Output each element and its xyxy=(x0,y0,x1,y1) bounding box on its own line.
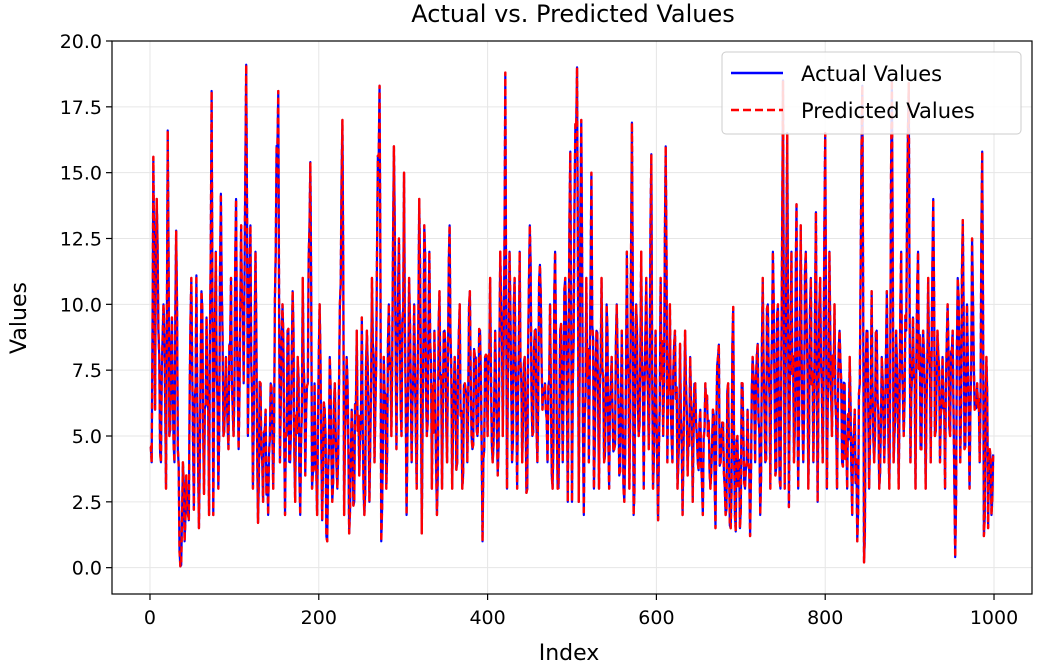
x-tick-label: 800 xyxy=(807,607,843,629)
legend: Actual Values Predicted Values xyxy=(721,51,1022,135)
series-line-predicted xyxy=(149,63,995,568)
x-tick-label: 400 xyxy=(469,607,505,629)
legend-label-predicted: Predicted Values xyxy=(801,99,975,123)
y-tick-label: 7.5 xyxy=(72,360,102,382)
y-tick-label: 5.0 xyxy=(72,426,102,448)
chart-title: Actual vs. Predicted Values xyxy=(411,0,734,28)
y-tick-label: 2.5 xyxy=(72,492,102,514)
x-axis-label: Index xyxy=(539,641,600,666)
y-axis-label: Values xyxy=(7,282,32,354)
x-tick-label: 1000 xyxy=(970,607,1018,629)
axis-ticks: 0 200 400 600 800 1000 0.0 2.5 5.0 7.5 10.0 12.5 15.… xyxy=(60,31,1019,629)
y-tick-label: 0.0 xyxy=(72,558,102,580)
y-tick-label: 12.5 xyxy=(60,229,102,251)
y-tick-label: 10.0 xyxy=(60,294,102,316)
x-tick-label: 600 xyxy=(638,607,674,629)
plot-area xyxy=(149,63,995,568)
x-tick-label: 0 xyxy=(144,607,156,629)
x-tick-label: 200 xyxy=(301,607,337,629)
y-tick-label: 20.0 xyxy=(60,31,102,53)
axes-frame xyxy=(111,40,1033,595)
legend-box xyxy=(721,51,1022,135)
y-tick-label: 17.5 xyxy=(60,97,102,119)
legend-label-actual: Actual Values xyxy=(801,62,942,86)
y-tick-label: 15.0 xyxy=(60,163,102,185)
